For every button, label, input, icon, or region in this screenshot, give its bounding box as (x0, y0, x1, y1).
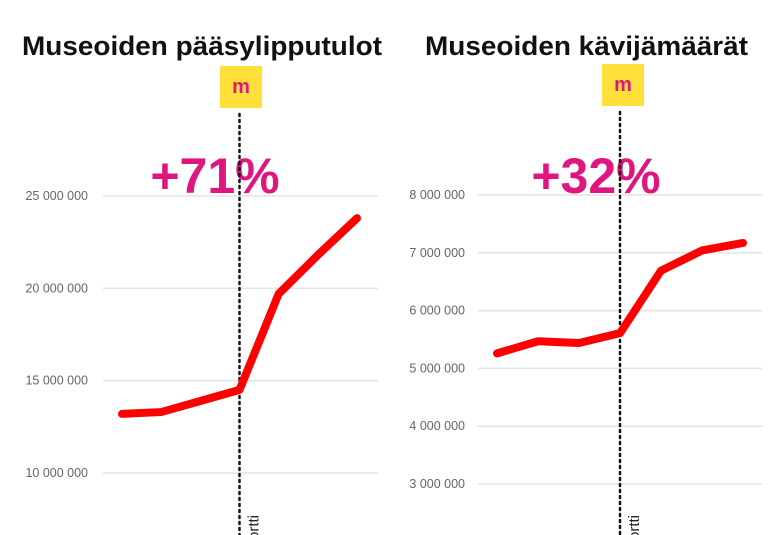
y-tick-label: 5 000 000 (409, 361, 465, 375)
badge-logo-text: m (614, 74, 632, 96)
y-tick-label: 15 000 000 (25, 374, 88, 388)
chart-title: Museoiden pääsylipputulot (22, 31, 382, 61)
marker-label: ortti (626, 515, 643, 535)
museokortti-badge (220, 66, 262, 108)
y-tick-label: 3 000 000 (409, 477, 465, 491)
y-tick-label: 6 000 000 (409, 304, 465, 318)
chart-title: Museoiden kävijämäärät (425, 31, 748, 61)
percent-change-annotation: +71% (150, 148, 279, 204)
marker-label: ortti (246, 515, 263, 535)
badge-logo-text: m (232, 76, 250, 98)
y-tick-label: 8 000 000 (409, 188, 465, 202)
chart-visitor-counts: Museoiden kävijämäärät 3 000 000 4 000 000… (409, 31, 762, 535)
y-tick-label: 25 000 000 (25, 189, 88, 203)
chart-ticket-revenue: Museoiden pääsylipputulot 10 000 000 15 00… (22, 31, 382, 535)
y-tick-label: 7 000 000 (409, 246, 465, 260)
percent-change-annotation: +32% (531, 148, 660, 204)
y-tick-label: 20 000 000 (25, 281, 88, 295)
y-tick-label: 4 000 000 (409, 419, 465, 433)
museokortti-badge (602, 64, 644, 106)
y-tick-label: 10 000 000 (25, 466, 88, 480)
